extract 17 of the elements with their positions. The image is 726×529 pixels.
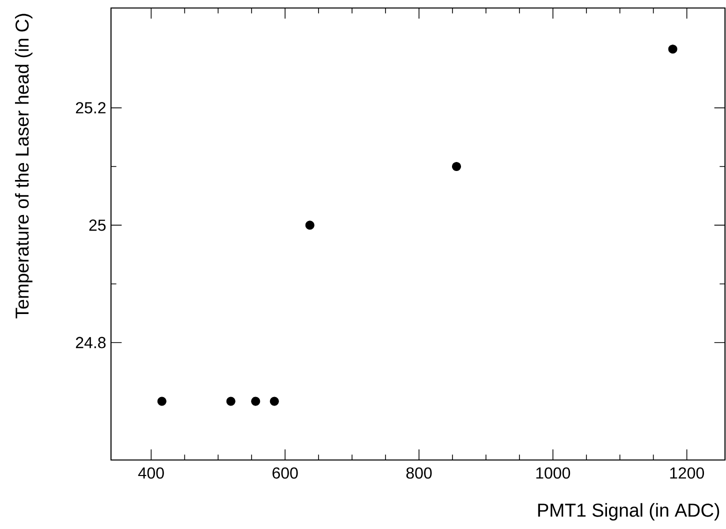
x-tick-label: 800 bbox=[406, 467, 432, 479]
x-tick-label: 400 bbox=[138, 467, 164, 479]
y-tick-label: 24.8 bbox=[76, 336, 106, 348]
point bbox=[305, 220, 314, 230]
point bbox=[251, 396, 260, 406]
x-axis-title: PMT1 Signal (in ADC) bbox=[538, 503, 720, 521]
point bbox=[452, 162, 462, 172]
point bbox=[668, 44, 678, 54]
x-tick-label: 600 bbox=[272, 467, 298, 479]
x-tick-label: 1200 bbox=[670, 467, 704, 479]
y-tick-label: 25 bbox=[89, 220, 106, 231]
x-tick-label: 1000 bbox=[536, 467, 570, 479]
y-axis-title: Temperature of the Laser head (in C) bbox=[15, 14, 32, 318]
point bbox=[226, 396, 236, 406]
point bbox=[157, 396, 166, 406]
y-tick-label: 25.2 bbox=[76, 102, 106, 114]
point bbox=[270, 396, 279, 406]
